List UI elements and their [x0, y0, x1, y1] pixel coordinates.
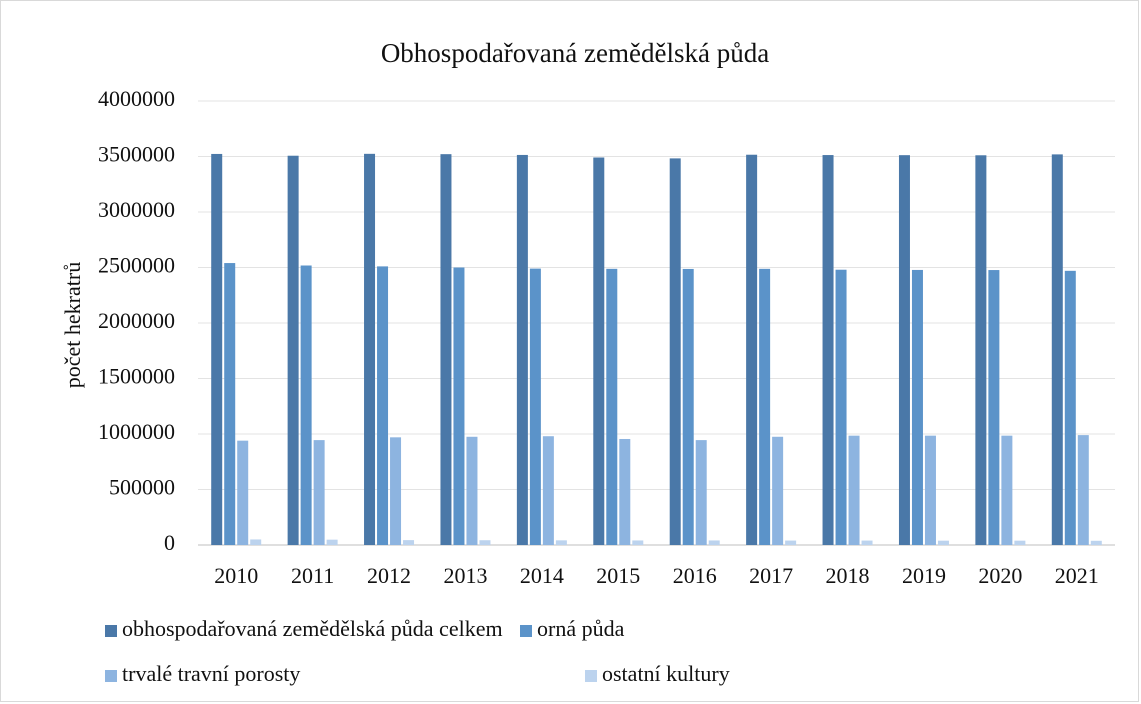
x-tick-label: 2020: [978, 563, 1022, 588]
bar: [287, 155, 299, 545]
y-tick-label: 1000000: [98, 419, 175, 444]
x-tick-label: 2014: [520, 563, 564, 588]
bar: [224, 263, 236, 545]
bar: [861, 540, 873, 545]
legend-swatch: [520, 625, 532, 637]
bar: [326, 539, 338, 545]
y-axis-label: počet hekratrů: [60, 262, 85, 388]
bar: [746, 154, 758, 545]
x-tick-label: 2011: [291, 563, 334, 588]
x-tick-label: 2012: [367, 563, 411, 588]
x-tick-label: 2016: [673, 563, 717, 588]
bar: [211, 153, 223, 545]
bar: [772, 436, 784, 545]
bar: [300, 265, 312, 545]
legend-swatch: [105, 625, 117, 637]
bar: [822, 155, 834, 545]
chart-title: Obhospodařovaná zemědělská půda: [381, 38, 769, 68]
bar: [542, 436, 554, 545]
bar: [632, 540, 644, 545]
y-tick-label: 4000000: [98, 86, 175, 111]
bar: [924, 435, 936, 545]
bar: [440, 154, 452, 545]
x-tick-label: 2018: [826, 563, 870, 588]
bar: [785, 540, 797, 545]
x-tick-label: 2021: [1055, 563, 1099, 588]
y-tick-label: 3000000: [98, 197, 175, 222]
y-tick-label: 500000: [109, 475, 175, 500]
bar: [1001, 435, 1013, 545]
bar: [835, 269, 847, 545]
legend-swatch: [105, 670, 117, 682]
bar: [390, 437, 402, 545]
bar: [516, 154, 528, 546]
bar: [479, 540, 491, 545]
bar: [1090, 540, 1102, 545]
bar: [555, 540, 567, 545]
bar: [988, 270, 1000, 545]
bar: [606, 268, 618, 545]
legend-swatch: [585, 670, 597, 682]
bar: [1014, 540, 1026, 545]
y-tick-label: 2500000: [98, 253, 175, 278]
bar: [364, 153, 376, 545]
x-tick-label: 2013: [443, 563, 487, 588]
bar: [1051, 154, 1063, 546]
y-tick-label: 1500000: [98, 364, 175, 389]
bar: [593, 157, 605, 545]
x-tick-label: 2019: [902, 563, 946, 588]
bar: [377, 266, 389, 545]
bar: [911, 269, 923, 545]
bar: [1077, 435, 1089, 545]
x-tick-label: 2015: [596, 563, 640, 588]
bar: [695, 440, 707, 545]
bar: [759, 268, 771, 545]
y-tick-label: 2000000: [98, 308, 175, 333]
bar: [250, 539, 262, 545]
bar: [682, 268, 694, 545]
bar: [529, 268, 541, 545]
bar: [669, 158, 681, 545]
y-tick-label: 3500000: [98, 142, 175, 167]
bar: [237, 440, 249, 545]
bar: [1064, 270, 1076, 545]
legend-label: ostatní kultury: [602, 661, 730, 686]
y-tick-label: 0: [164, 530, 175, 555]
x-tick-label: 2017: [749, 563, 793, 588]
bar: [937, 540, 949, 545]
legend-label: trvalé travní porosty: [122, 661, 300, 686]
bar: [453, 267, 465, 545]
bar: [898, 155, 910, 545]
legend-label: obhospodařovaná zemědělská půda celkem: [122, 616, 503, 641]
bar: [403, 540, 415, 545]
bar: [619, 438, 631, 545]
legend-label: orná půda: [537, 616, 625, 641]
bar: [313, 440, 325, 545]
bar: [708, 540, 720, 545]
x-tick-label: 2010: [214, 563, 258, 588]
bar: [848, 435, 860, 545]
bar: [466, 436, 478, 545]
bar: [975, 155, 987, 546]
